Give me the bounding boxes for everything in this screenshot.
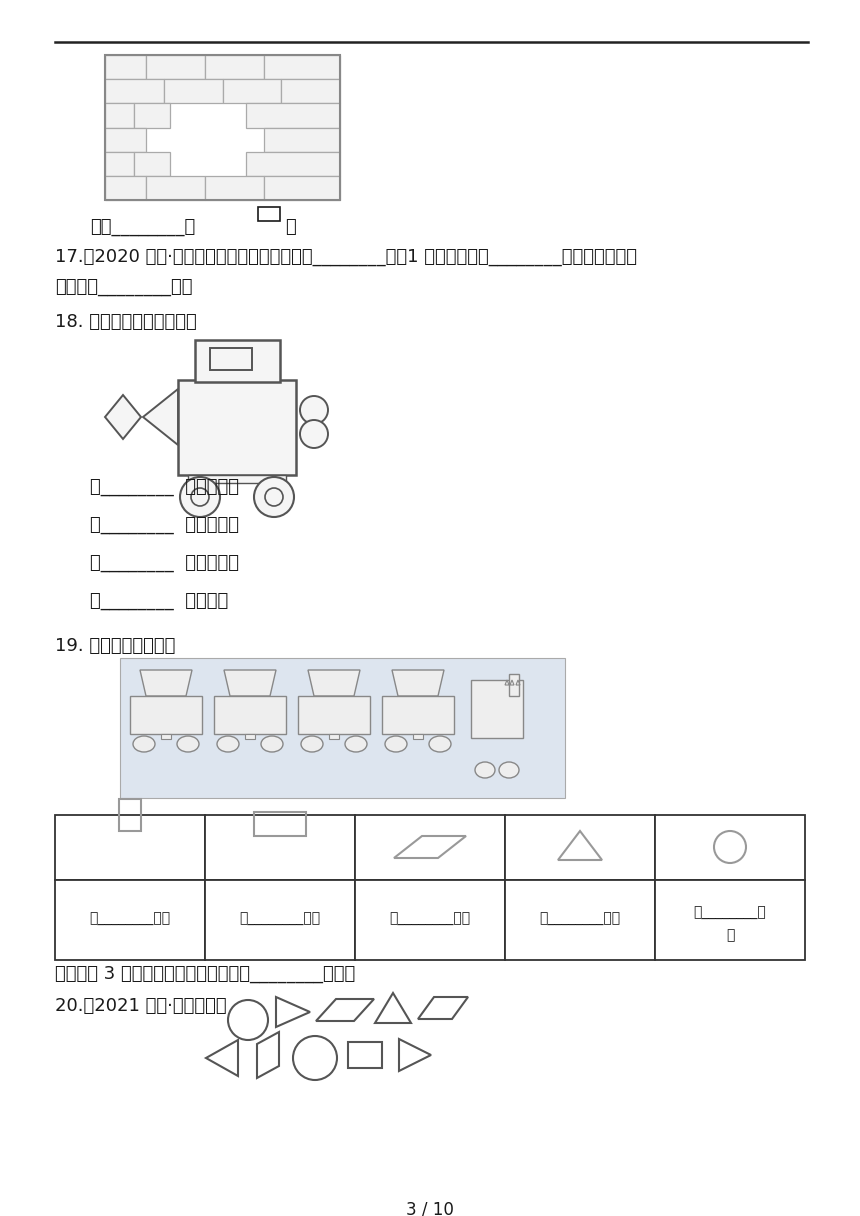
Bar xyxy=(258,207,280,221)
Ellipse shape xyxy=(261,736,283,751)
Text: （________）个: （________）个 xyxy=(539,912,621,927)
Text: 有________  个长方形；: 有________ 个长方形； xyxy=(90,478,239,496)
Bar xyxy=(161,734,171,739)
Bar xyxy=(105,176,146,199)
Bar xyxy=(130,696,202,734)
Polygon shape xyxy=(143,389,178,445)
Bar xyxy=(188,475,286,483)
Text: 19. 数一数，填一填。: 19. 数一数，填一填。 xyxy=(55,637,175,655)
Polygon shape xyxy=(392,670,444,696)
Text: 个: 个 xyxy=(726,928,734,942)
Bar xyxy=(264,55,340,79)
Bar xyxy=(655,815,805,880)
Bar xyxy=(223,79,281,103)
Text: 。: 。 xyxy=(285,218,296,236)
Bar xyxy=(205,815,355,880)
Text: （________）个: （________）个 xyxy=(89,912,170,927)
Bar xyxy=(134,103,169,128)
Bar xyxy=(205,880,355,959)
Ellipse shape xyxy=(345,736,367,751)
Polygon shape xyxy=(308,670,360,696)
Text: 有________  个三角形；: 有________ 个三角形； xyxy=(90,554,239,572)
Polygon shape xyxy=(105,395,141,439)
Bar xyxy=(195,340,280,382)
Bar xyxy=(55,880,205,959)
Bar xyxy=(210,348,252,370)
Bar xyxy=(246,152,340,176)
Text: （________）: （________） xyxy=(694,906,766,921)
Circle shape xyxy=(300,396,328,424)
Circle shape xyxy=(300,420,328,447)
Bar xyxy=(134,152,169,176)
Bar xyxy=(505,815,655,880)
Bar xyxy=(298,696,370,734)
Text: 20.（2021 一下·红塔期末）: 20.（2021 一下·红塔期末） xyxy=(55,997,227,1015)
Text: 3 / 10: 3 / 10 xyxy=(406,1200,454,1216)
Text: 缺了________块: 缺了________块 xyxy=(90,218,195,236)
Ellipse shape xyxy=(133,736,155,751)
Bar xyxy=(105,152,134,176)
Bar xyxy=(245,734,255,739)
Text: （________）个: （________）个 xyxy=(239,912,321,927)
Bar xyxy=(205,55,264,79)
Circle shape xyxy=(265,488,283,506)
Bar xyxy=(119,799,141,831)
Circle shape xyxy=(180,477,220,517)
Bar xyxy=(348,1042,382,1068)
Bar xyxy=(105,103,134,128)
Ellipse shape xyxy=(385,736,407,751)
Polygon shape xyxy=(140,670,192,696)
Bar xyxy=(254,812,306,837)
Bar xyxy=(264,176,340,199)
Text: 有________  个正方形；: 有________ 个正方形； xyxy=(90,516,239,534)
Ellipse shape xyxy=(217,736,239,751)
Text: 18. 我能数一数，填一填。: 18. 我能数一数，填一填。 xyxy=(55,313,197,331)
Ellipse shape xyxy=(301,736,323,751)
Text: （________）个: （________）个 xyxy=(390,912,470,927)
Bar xyxy=(205,176,264,199)
Text: 有________  个圆形。: 有________ 个圆形。 xyxy=(90,592,228,610)
Bar xyxy=(471,680,523,738)
Bar xyxy=(281,79,340,103)
Bar xyxy=(146,176,205,199)
Bar xyxy=(105,128,146,152)
Text: 巾的面是________形。: 巾的面是________形。 xyxy=(55,278,193,295)
Bar xyxy=(105,55,340,199)
Bar xyxy=(329,734,339,739)
Ellipse shape xyxy=(429,736,451,751)
Text: 17.（2020 一下·滕州期末）数学课本的封面是________形，1 元硬币的面是________形，展开的红领: 17.（2020 一下·滕州期末）数学课本的封面是________形，1 元硬币… xyxy=(55,248,637,266)
Polygon shape xyxy=(224,670,276,696)
Bar xyxy=(264,128,340,152)
Circle shape xyxy=(191,488,209,506)
Bar xyxy=(382,696,454,734)
Ellipse shape xyxy=(177,736,199,751)
Bar xyxy=(214,696,286,734)
Bar xyxy=(505,880,655,959)
Bar xyxy=(146,55,205,79)
Text: 小明摆了 3 辆这样的火车，一共用了（________）个。: 小明摆了 3 辆这样的火车，一共用了（________）个。 xyxy=(55,966,355,983)
Bar xyxy=(105,79,163,103)
Bar xyxy=(55,815,205,880)
Bar xyxy=(178,379,296,475)
Bar xyxy=(655,880,805,959)
Bar xyxy=(105,55,146,79)
Bar xyxy=(120,658,565,798)
Bar xyxy=(355,880,505,959)
Bar xyxy=(355,815,505,880)
Bar xyxy=(509,674,519,696)
Bar xyxy=(163,79,223,103)
Bar xyxy=(413,734,423,739)
Ellipse shape xyxy=(475,762,495,778)
Bar xyxy=(246,103,340,128)
Circle shape xyxy=(254,477,294,517)
Ellipse shape xyxy=(499,762,519,778)
